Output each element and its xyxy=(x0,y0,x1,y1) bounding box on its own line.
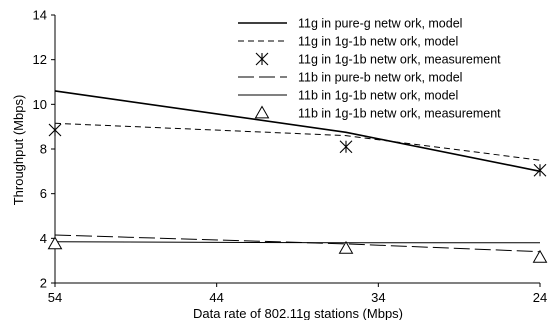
legend-label: 11b in pure-b netw ork, model xyxy=(298,71,462,85)
y-tick-label: 14 xyxy=(33,8,47,23)
series-4 xyxy=(54,234,541,253)
legend-entry: 11g in 1g-1b netw ork, measurement xyxy=(255,52,501,67)
legend-entry: 11g in 1g-1b netw ork, model xyxy=(238,35,458,49)
x-tick-label: 54 xyxy=(48,290,62,305)
legend: 11g in pure-g netw ork, model 11g in 1g-1… xyxy=(238,17,501,121)
x-tick-label: 24 xyxy=(533,290,547,305)
legend-label: 11b in 1g-1b netw ork, measurement xyxy=(298,107,501,121)
series-1-line xyxy=(54,90,541,173)
series-3-point xyxy=(48,123,62,137)
series-6 xyxy=(47,236,548,263)
series-2-line xyxy=(54,122,541,161)
y-axis-title: Throughput (Mbps) xyxy=(11,95,26,206)
legend-label: 11g in 1g-1b netw ork, model xyxy=(298,35,458,49)
series-2 xyxy=(54,122,541,161)
x-axis-title: Data rate of 802.11g stations (Mbps) xyxy=(193,306,403,320)
series-4-line xyxy=(54,234,541,253)
series-5-line xyxy=(54,241,540,244)
series-6-point xyxy=(338,240,354,254)
legend-entry: 11g in pure-g netw ork, model xyxy=(238,17,462,31)
y-tick-label: 6 xyxy=(40,186,47,201)
y-tick-label: 8 xyxy=(40,142,47,157)
legend-label: 11g in pure-g netw ork, model xyxy=(298,17,462,31)
series-6-point xyxy=(532,249,548,263)
series-3-point xyxy=(339,140,353,154)
series-layer xyxy=(47,90,548,263)
legend-swatch xyxy=(254,105,270,119)
series-3 xyxy=(48,123,547,177)
y-tick-label: 12 xyxy=(33,52,47,67)
series-5 xyxy=(54,241,540,244)
y-tick-label: 4 xyxy=(40,231,47,246)
legend-label: 11g in 1g-1b netw ork, measurement xyxy=(298,53,501,67)
series-6-point xyxy=(47,236,63,250)
legend-entry: 11b in 1g-1b netw ork, model xyxy=(238,89,458,103)
legend-label: 11b in 1g-1b netw ork, model xyxy=(298,89,458,103)
legend-swatch xyxy=(255,52,269,66)
series-3-point xyxy=(533,163,547,177)
legend-entry: 11b in pure-b netw ork, model xyxy=(238,71,462,85)
y-tick-label: 10 xyxy=(33,97,47,112)
y-tick-label: 2 xyxy=(40,276,47,291)
x-tick-label: 44 xyxy=(209,290,223,305)
legend-entry: 11b in 1g-1b netw ork, measurement xyxy=(254,105,501,121)
series-1 xyxy=(54,90,541,173)
x-tick-label: 34 xyxy=(371,290,385,305)
